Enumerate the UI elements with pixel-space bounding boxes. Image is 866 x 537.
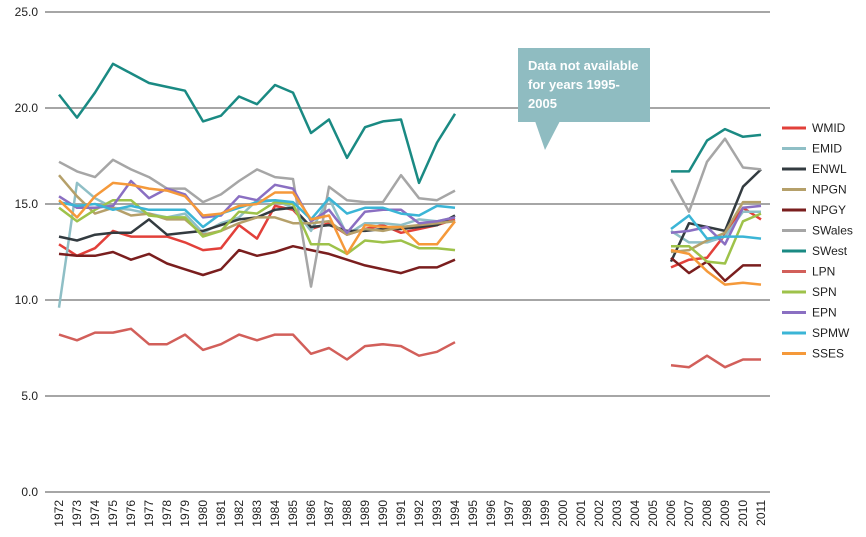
series-line [58, 196, 762, 240]
y-tick-label: 20.0 [15, 101, 39, 115]
x-tick-label: 1997 [502, 500, 516, 527]
x-tick-label: 1994 [448, 500, 462, 527]
x-tick-label: 1985 [286, 500, 300, 527]
y-tick-label: 10.0 [15, 293, 39, 307]
x-tick-label: 1977 [142, 500, 156, 527]
callout-pointer [535, 121, 560, 150]
x-tick-label: 1982 [232, 500, 246, 527]
x-tick-label: 1972 [52, 500, 66, 527]
legend-label: SPN [812, 285, 837, 299]
x-tick-label: 1974 [88, 500, 102, 527]
x-tick-label: 1992 [412, 500, 426, 527]
legend-label: SWales [812, 224, 853, 238]
x-tick-label: 1996 [484, 500, 498, 527]
x-tick-label: 1978 [160, 500, 174, 527]
x-tick-label: 2000 [556, 500, 570, 527]
x-tick-label: 1984 [268, 500, 282, 527]
legend-label: EPN [812, 306, 837, 320]
x-tick-label: 1975 [106, 500, 120, 527]
series-line [58, 327, 761, 369]
x-tick-label: 2008 [700, 500, 714, 527]
x-tick-label: 1986 [304, 500, 318, 527]
annotation: Data not available for years 1995-2005 [518, 48, 650, 122]
legend-label: EMID [812, 142, 842, 156]
series-line [58, 181, 762, 286]
x-tick-label: 2009 [718, 500, 732, 527]
x-tick-label: 2005 [646, 500, 660, 527]
x-tick-label: 1989 [358, 500, 372, 527]
x-tick-label: 2002 [592, 500, 606, 527]
x-tick-label: 1987 [322, 500, 336, 527]
x-tick-label: 1993 [430, 500, 444, 527]
x-tick-label: 1981 [214, 500, 228, 527]
x-tick-label: 2003 [610, 500, 624, 527]
legend-label: NPGY [812, 203, 846, 217]
x-tick-label: 1979 [178, 500, 192, 527]
series-line [58, 198, 762, 265]
y-tick-label: 25.0 [15, 5, 39, 19]
y-tick-label: 15.0 [15, 197, 39, 211]
legend-label: SPMW [812, 326, 850, 340]
y-tick-label: 5.0 [21, 389, 38, 403]
x-tick-label: 1973 [70, 500, 84, 527]
legend-label: NPGN [812, 183, 847, 197]
legend-label: SSES [812, 347, 844, 361]
legend-label: LPN [812, 265, 835, 279]
series-line [58, 62, 762, 185]
x-tick-label: 1983 [250, 500, 264, 527]
x-tick-label: 2007 [682, 500, 696, 527]
x-tick-label: 1998 [520, 500, 534, 527]
x-tick-label: 1991 [394, 500, 408, 527]
x-tick-label: 2011 [754, 500, 768, 526]
x-tick-label: 1995 [466, 500, 480, 527]
y-tick-label: 0.0 [21, 485, 38, 499]
x-tick-label: 1990 [376, 500, 390, 527]
x-tick-label: 2006 [664, 500, 678, 527]
legend-label: ENWL [812, 162, 847, 176]
x-tick-label: 2010 [736, 500, 750, 527]
legend-label: SWest [812, 244, 848, 258]
x-tick-label: 1980 [196, 500, 210, 527]
x-tick-label: 2004 [628, 500, 642, 527]
series-line [58, 244, 761, 283]
series-line [58, 137, 762, 288]
x-tick-label: 1988 [340, 500, 354, 527]
x-tick-label: 1976 [124, 500, 138, 527]
legend-label: WMID [812, 121, 846, 135]
x-tick-label: 1999 [538, 500, 552, 527]
x-tick-label: 2001 [574, 500, 588, 527]
